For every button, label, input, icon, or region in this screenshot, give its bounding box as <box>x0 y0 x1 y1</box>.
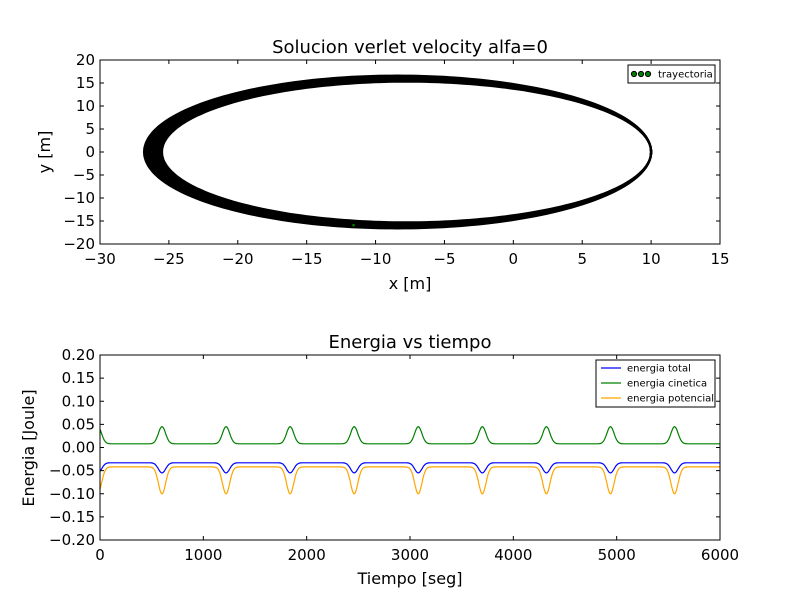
orbit-y-tick-label: −15 <box>63 212 95 230</box>
energy-x-tick-label: 3000 <box>391 546 429 564</box>
energy-kinetic-line <box>100 426 720 445</box>
legend-label-trayectoria: trayectoria <box>658 70 713 81</box>
orbit-trajectory-ring <box>142 74 653 230</box>
legend-label-total: energia total <box>627 364 691 375</box>
energy-x-tick-label: 6000 <box>701 546 739 564</box>
energy-x-axis-label: Tiempo [seg] <box>356 569 462 588</box>
energy-y-tick-label: −0.15 <box>49 508 95 526</box>
orbit-x-tick-label: −15 <box>291 250 323 268</box>
energy-y-tick-label: 0.20 <box>62 346 95 364</box>
energy-chart-title: Energia vs tiempo <box>329 332 492 353</box>
energy-y-tick-label: 0.05 <box>62 415 95 433</box>
orbit-x-tick-label: 10 <box>642 250 661 268</box>
energy-total-line <box>100 462 720 474</box>
orbit-y-tick-label: −20 <box>63 235 95 253</box>
orbit-x-tick-label: 0 <box>509 250 519 268</box>
orbit-x-tick-label: −30 <box>84 250 116 268</box>
energy-y-tick-label: 0.00 <box>62 439 95 457</box>
orbit-chart: Solucion verlet velocity alfa=0 −30 −25 −2… <box>35 37 730 293</box>
orbit-y-tick-label: 15 <box>76 74 95 92</box>
energy-x-tick-label: 4000 <box>494 546 532 564</box>
energy-x-tick-label: 0 <box>95 546 105 564</box>
energy-y-tick-label: 0.10 <box>62 392 95 410</box>
energy-chart: Energia vs tiempo 0 1000 2000 3000 4000 5000 6… <box>19 332 739 588</box>
legend-marker <box>644 70 652 78</box>
orbit-y-tick-label: 5 <box>85 120 95 138</box>
orbit-start-point <box>352 223 355 227</box>
energy-potential-line <box>100 466 720 495</box>
energy-y-axis-label: Energia [Joule] <box>19 389 38 506</box>
energy-y-tick-label: 0.15 <box>62 369 95 387</box>
energy-legend: energia total energia cinetica energia p… <box>595 359 716 408</box>
orbit-y-tick-label: 10 <box>76 97 95 115</box>
orbit-x-tick-label: −20 <box>222 250 254 268</box>
energy-y-tick-label: −0.20 <box>49 531 95 549</box>
orbit-y-tick-label: −10 <box>63 189 95 207</box>
legend-label-potencial: energia potencial <box>627 394 714 405</box>
orbit-chart-title: Solucion verlet velocity alfa=0 <box>272 37 548 58</box>
orbit-y-tick-label: 20 <box>76 51 95 69</box>
orbit-x-tick-label: 5 <box>577 250 587 268</box>
orbit-x-tick-label: −25 <box>153 250 185 268</box>
orbit-legend: trayectoria <box>627 64 716 84</box>
orbit-y-tick-label: 0 <box>85 143 95 161</box>
orbit-x-tick-label: 15 <box>710 250 729 268</box>
legend-marker <box>637 70 645 78</box>
energy-x-tick-label: 1000 <box>184 546 222 564</box>
energy-x-tick-label: 2000 <box>288 546 326 564</box>
energy-x-tick-label: 5000 <box>598 546 636 564</box>
orbit-x-tick-label: −5 <box>433 250 455 268</box>
legend-label-cinetica: energia cinetica <box>627 379 707 390</box>
orbit-y-tick-label: −5 <box>73 166 95 184</box>
orbit-x-axis-label: x [m] <box>389 274 432 293</box>
energy-y-tick-label: −0.10 <box>49 485 95 503</box>
legend-marker <box>630 70 638 78</box>
energy-y-tick-label: −0.05 <box>49 462 95 480</box>
orbit-x-tick-label: −10 <box>360 250 392 268</box>
orbit-y-axis-label: y [m] <box>35 131 54 174</box>
